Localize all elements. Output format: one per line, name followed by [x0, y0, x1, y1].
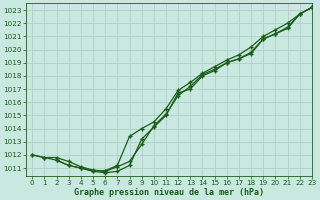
- X-axis label: Graphe pression niveau de la mer (hPa): Graphe pression niveau de la mer (hPa): [74, 188, 264, 197]
